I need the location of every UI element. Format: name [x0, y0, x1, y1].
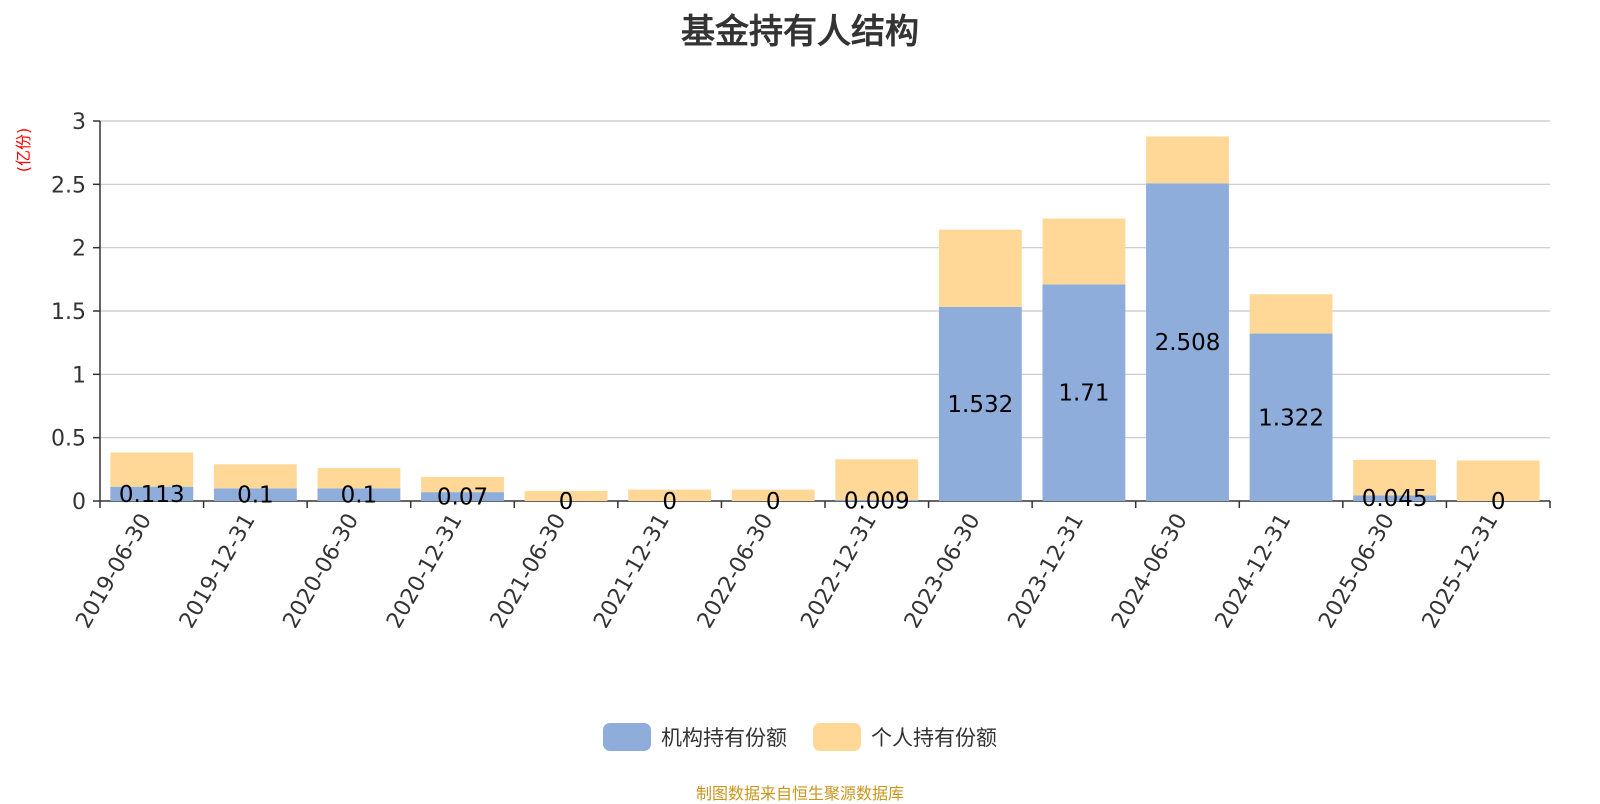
bar-individual [317, 468, 401, 489]
bar-value-label: 2.508 [1155, 330, 1221, 356]
bar-institutional [421, 492, 504, 501]
bar-individual [1146, 136, 1229, 184]
bar-value-label: 0 [662, 489, 677, 515]
bar-individual [835, 459, 919, 500]
bar-institutional [1249, 333, 1333, 501]
x-tick-label: 2025-06-30 [1314, 510, 1400, 633]
bar-institutional [1042, 284, 1126, 501]
y-tick-label: 2 [72, 237, 86, 262]
bar-institutional [317, 488, 401, 501]
bar-individual [213, 464, 297, 489]
bar-institutional [213, 488, 297, 501]
x-tick-label: 2025-12-31 [1418, 510, 1504, 633]
x-tick-label: 2022-06-30 [693, 510, 779, 633]
bar-institutional [1353, 495, 1437, 501]
legend-item-institutional[interactable]: 机构持有份额 [603, 722, 787, 752]
x-tick-label: 2023-06-30 [900, 510, 986, 633]
bar-individual [938, 229, 1022, 307]
chart-title: 基金持有人结构 [681, 12, 919, 52]
bar-individual [1353, 459, 1437, 496]
y-tick-label: 1.5 [51, 300, 86, 325]
bar-value-label: 0.1 [341, 483, 378, 509]
y-tick-label: 0.5 [51, 427, 86, 452]
bar-value-label: 1.532 [947, 392, 1013, 418]
legend-swatch-individual [813, 723, 861, 751]
x-tick-label: 2021-12-31 [589, 510, 675, 633]
bar-institutional [835, 499, 919, 501]
bar-value-label: 0 [559, 489, 574, 515]
bar-individual [524, 490, 608, 501]
bar-individual [1042, 218, 1126, 285]
legend-label-institutional: 机构持有份额 [661, 726, 787, 750]
bar-individual [421, 476, 504, 493]
x-tick-label: 2024-06-30 [1107, 510, 1193, 633]
bar-value-label: 1.322 [1258, 405, 1324, 431]
legend-item-individual[interactable]: 个人持有份额 [813, 722, 997, 752]
bar-value-label: 0.07 [437, 485, 488, 511]
legend: 机构持有份额 个人持有份额 [0, 722, 1600, 752]
bar-institutional [938, 306, 1022, 501]
bar-individual [110, 452, 194, 487]
x-tick-label: 2022-12-31 [796, 510, 882, 633]
bar-individual [1456, 460, 1540, 501]
x-tick-label: 2020-12-31 [382, 510, 468, 633]
bar-value-label: 0.113 [119, 482, 185, 508]
bar-institutional [110, 486, 194, 501]
x-tick-label: 2020-06-30 [279, 510, 365, 633]
source-note: 制图数据来自恒生聚源数据库 [695, 784, 904, 803]
y-tick-label: 3 [72, 110, 86, 135]
bar-value-label: 1.71 [1058, 381, 1109, 407]
bar-value-label: 0.009 [844, 488, 910, 514]
y-tick-label: 2.5 [51, 173, 86, 198]
bar-individual [628, 489, 712, 501]
x-tick-label: 2023-12-31 [1004, 510, 1090, 633]
x-tick-label: 2021-06-30 [486, 510, 572, 633]
legend-swatch-institutional [603, 723, 651, 751]
bar-value-label: 0.045 [1362, 486, 1428, 512]
bar-institutional [1146, 183, 1229, 501]
bar-individual [731, 489, 815, 501]
bar-value-label: 0 [766, 489, 781, 515]
x-tick-label: 2024-12-31 [1211, 510, 1297, 633]
y-tick-label: 0 [72, 490, 86, 515]
bar-individual [1249, 294, 1333, 334]
bar-value-label: 0 [1491, 489, 1506, 515]
legend-label-individual: 个人持有份额 [871, 726, 997, 750]
bar-value-label: 0.1 [237, 483, 274, 509]
x-tick-label: 2019-12-31 [175, 510, 261, 633]
y-tick-label: 1 [72, 363, 86, 388]
x-tick-label: 2019-06-30 [71, 510, 157, 633]
